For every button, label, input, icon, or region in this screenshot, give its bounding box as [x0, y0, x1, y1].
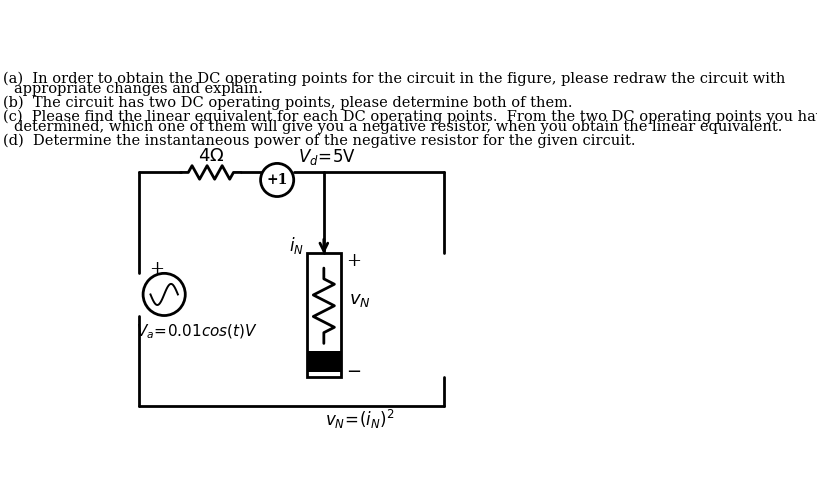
Text: $v_N$: $v_N$: [350, 290, 371, 309]
Text: (a)  In order to obtain the DC operating points for the circuit in the figure, p: (a) In order to obtain the DC operating …: [3, 72, 785, 86]
Text: determined, which one of them will give you a negative resistor, when you obtain: determined, which one of them will give …: [14, 120, 782, 134]
Text: appropriate changes and explain.: appropriate changes and explain.: [14, 82, 262, 96]
Text: (c)  Please find the linear equivalent for each DC operating points.  From the t: (c) Please find the linear equivalent fo…: [3, 109, 817, 124]
Text: (b)  The circuit has two DC operating points, please determine both of them.: (b) The circuit has two DC operating poi…: [3, 96, 573, 110]
Text: $4\Omega$: $4\Omega$: [198, 147, 224, 165]
Text: $v_N\!=\!(i_N)^2$: $v_N\!=\!(i_N)^2$: [325, 408, 395, 431]
Text: (d)  Determine the instantaneous power of the negative resistor for the given ci: (d) Determine the instantaneous power of…: [3, 133, 636, 148]
Text: +: +: [346, 251, 361, 270]
Text: +1: +1: [266, 173, 288, 187]
Text: $-$: $-$: [346, 361, 362, 379]
Text: $V_d\!=\!5\mathrm{V}$: $V_d\!=\!5\mathrm{V}$: [298, 147, 356, 167]
Bar: [307, 253, 342, 377]
Text: $i_N$: $i_N$: [289, 235, 304, 256]
Text: +: +: [150, 260, 164, 278]
Bar: [307, 351, 342, 372]
Text: $V_a\!=\!0.01cos(t)V$: $V_a\!=\!0.01cos(t)V$: [136, 323, 257, 341]
